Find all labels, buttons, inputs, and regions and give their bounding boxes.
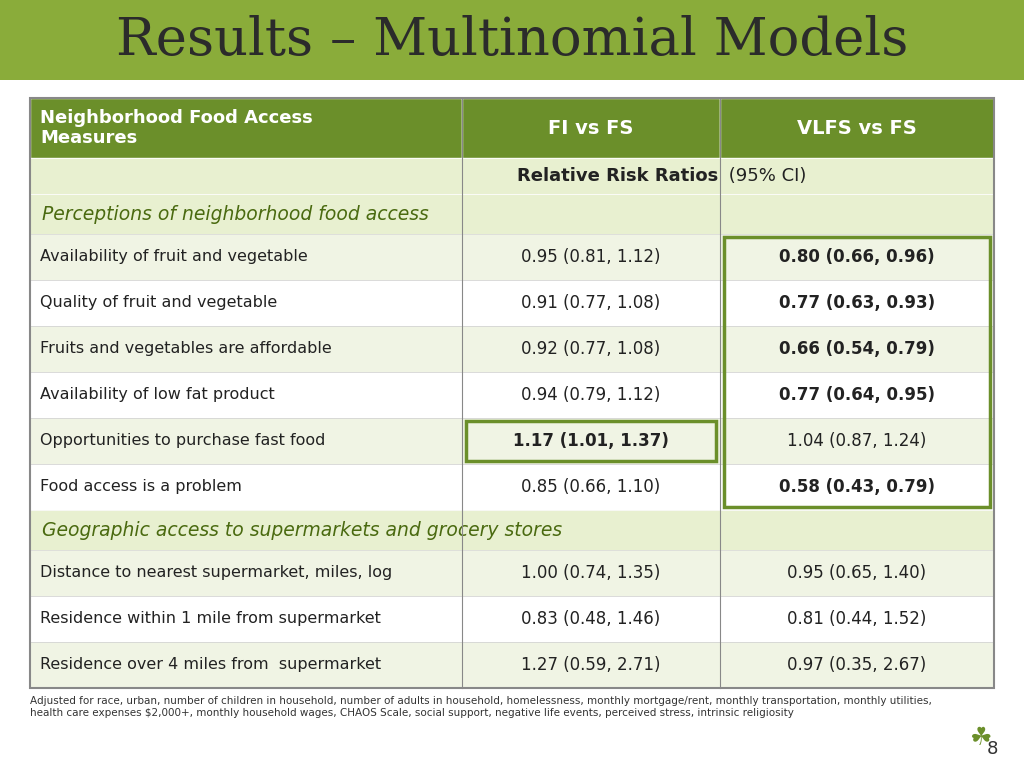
Text: 0.95 (0.65, 1.40): 0.95 (0.65, 1.40) [787,564,927,582]
Bar [462,596,720,642]
Text: Availability of fruit and vegetable: Availability of fruit and vegetable [40,250,308,264]
Bar [30,464,462,510]
Bar [720,98,994,158]
Text: 1.27 (0.59, 2.71): 1.27 (0.59, 2.71) [521,656,660,674]
Bar [462,464,720,510]
Text: 1.04 (0.87, 1.24): 1.04 (0.87, 1.24) [787,432,927,450]
Text: 0.91 (0.77, 1.08): 0.91 (0.77, 1.08) [521,294,660,312]
Text: Neighborhood Food Access
Measures: Neighborhood Food Access Measures [40,108,312,147]
Text: 0.77 (0.64, 0.95): 0.77 (0.64, 0.95) [779,386,935,404]
Bar [720,550,994,596]
Text: 0.97 (0.35, 2.67): 0.97 (0.35, 2.67) [787,656,927,674]
Text: 0.95 (0.81, 1.12): 0.95 (0.81, 1.12) [521,248,660,266]
Bar [30,372,462,418]
Bar [720,280,994,326]
Text: Food access is a problem: Food access is a problem [40,479,242,495]
Bar [466,421,716,461]
Bar [30,642,462,688]
Text: Results – Multinomial Models: Results – Multinomial Models [116,15,908,65]
Bar [30,98,462,158]
Text: 0.81 (0.44, 1.52): 0.81 (0.44, 1.52) [787,610,927,628]
Bar [462,418,720,464]
Bar [30,550,462,596]
Bar [462,372,720,418]
Text: 0.83 (0.48, 1.46): 0.83 (0.48, 1.46) [521,610,660,628]
Text: Availability of low fat product: Availability of low fat product [40,388,274,402]
Text: 0.66 (0.54, 0.79): 0.66 (0.54, 0.79) [779,340,935,358]
Bar [30,280,462,326]
Text: 0.92 (0.77, 1.08): 0.92 (0.77, 1.08) [521,340,660,358]
Text: 0.80 (0.66, 0.96): 0.80 (0.66, 0.96) [779,248,935,266]
Text: Residence within 1 mile from supermarket: Residence within 1 mile from supermarket [40,611,381,627]
Bar [30,234,462,280]
Bar [720,418,994,464]
Bar [462,234,720,280]
Text: Opportunities to purchase fast food: Opportunities to purchase fast food [40,433,326,449]
Bar [30,596,462,642]
Bar [30,98,994,688]
Bar [30,510,994,550]
Text: Geographic access to supermarkets and grocery stores: Geographic access to supermarkets and gr… [42,521,562,539]
Text: 0.77 (0.63, 0.93): 0.77 (0.63, 0.93) [779,294,935,312]
Bar [724,237,990,507]
Text: (95% CI): (95% CI) [723,167,806,185]
Bar [462,550,720,596]
Bar [720,642,994,688]
Text: 0.94 (0.79, 1.12): 0.94 (0.79, 1.12) [521,386,660,404]
Bar [30,194,994,234]
Text: VLFS vs FS: VLFS vs FS [797,118,916,137]
Text: 1.00 (0.74, 1.35): 1.00 (0.74, 1.35) [521,564,660,582]
Bar [720,326,994,372]
Bar [720,372,994,418]
Text: 1.17 (1.01, 1.37): 1.17 (1.01, 1.37) [513,432,669,450]
Bar [0,0,1024,80]
Text: Relative Risk Ratios: Relative Risk Ratios [517,167,718,185]
Bar [720,464,994,510]
Text: 0.85 (0.66, 1.10): 0.85 (0.66, 1.10) [521,478,660,496]
Text: Distance to nearest supermarket, miles, log: Distance to nearest supermarket, miles, … [40,565,392,581]
Bar [462,642,720,688]
Bar [462,326,720,372]
Bar [30,158,994,194]
Text: 8: 8 [987,740,998,758]
Bar [462,280,720,326]
Text: Residence over 4 miles from  supermarket: Residence over 4 miles from supermarket [40,657,381,673]
Bar [30,418,462,464]
Text: ☘: ☘ [969,726,991,750]
Bar [462,98,720,158]
Bar [720,234,994,280]
Text: Quality of fruit and vegetable: Quality of fruit and vegetable [40,296,278,310]
Text: Adjusted for race, urban, number of children in household, number of adults in h: Adjusted for race, urban, number of chil… [30,696,932,717]
Text: 0.58 (0.43, 0.79): 0.58 (0.43, 0.79) [779,478,935,496]
Bar [30,326,462,372]
Text: FI vs FS: FI vs FS [548,118,634,137]
Bar [720,596,994,642]
Text: Fruits and vegetables are affordable: Fruits and vegetables are affordable [40,342,332,356]
Text: Perceptions of neighborhood food access: Perceptions of neighborhood food access [42,204,429,223]
